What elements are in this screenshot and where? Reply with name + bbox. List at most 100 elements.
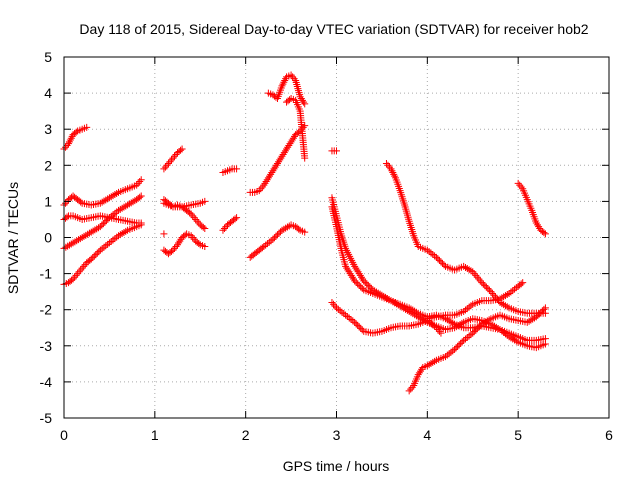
data-point: [434, 326, 442, 334]
data-point: [473, 325, 481, 333]
data-point: [490, 291, 498, 299]
data-point: [171, 152, 179, 160]
data-point: [300, 98, 308, 106]
data-point: [500, 293, 508, 301]
data-point: [81, 261, 89, 269]
data-point: [96, 223, 104, 231]
data-point: [463, 265, 471, 273]
data-point: [283, 223, 291, 231]
data-point: [469, 268, 477, 276]
data-point: [195, 219, 203, 227]
data-point: [385, 163, 393, 171]
data-point: [412, 308, 420, 316]
data-point: [411, 307, 419, 315]
data-point: [429, 250, 437, 258]
data-point: [267, 170, 275, 178]
data-point: [71, 273, 79, 281]
data-point: [102, 196, 110, 204]
data-point: [498, 294, 506, 302]
data-point: [104, 240, 112, 248]
data-point: [286, 140, 294, 148]
data-point: [432, 253, 440, 261]
data-point: [231, 215, 239, 223]
data-point: [445, 350, 453, 358]
data-point: [96, 199, 104, 207]
data-series: [405, 304, 549, 395]
data-point: [137, 192, 145, 200]
data-series: [328, 147, 340, 155]
data-series: [246, 221, 309, 261]
data-point: [93, 249, 101, 257]
data-point: [273, 159, 281, 167]
data-point: [84, 230, 92, 238]
data-point: [99, 220, 107, 228]
data-point: [263, 176, 271, 184]
y-tick-label: -4: [40, 374, 53, 390]
data-point: [272, 161, 280, 169]
data-point: [172, 150, 180, 158]
data-point: [105, 239, 113, 247]
data-point: [72, 128, 80, 136]
data-point: [409, 306, 417, 314]
data-point: [355, 323, 363, 331]
data-point: [467, 331, 475, 339]
data-point: [503, 303, 511, 311]
data-point: [449, 319, 457, 327]
y-tick-label: -5: [40, 410, 53, 426]
data-point: [475, 323, 483, 331]
data-point: [269, 235, 277, 243]
data-point: [431, 322, 439, 330]
data-point: [122, 202, 130, 210]
data-point: [407, 305, 415, 313]
data-point: [120, 228, 128, 236]
data-point: [352, 278, 360, 286]
data-point: [425, 248, 433, 256]
data-point: [280, 78, 288, 86]
data-point: [91, 226, 99, 234]
data-point: [261, 179, 269, 187]
data-point: [85, 229, 93, 237]
data-point: [541, 230, 549, 238]
data-point: [487, 288, 495, 296]
data-point: [354, 321, 362, 329]
data-point: [193, 217, 201, 225]
data-point: [483, 317, 491, 325]
data-point: [417, 367, 425, 375]
data-point: [299, 123, 307, 131]
data-point: [265, 238, 273, 246]
data-point: [190, 235, 198, 243]
data-point: [290, 75, 298, 83]
data-series: [328, 203, 549, 344]
data-point: [342, 311, 350, 319]
data-series: [219, 214, 241, 234]
data-point: [109, 236, 117, 244]
data-point: [331, 302, 339, 310]
data-point: [347, 315, 355, 323]
data-point: [136, 178, 144, 186]
data-point: [482, 283, 490, 291]
data-point: [354, 268, 362, 276]
data-point: [104, 215, 112, 223]
data-point: [529, 315, 537, 323]
data-point: [363, 280, 371, 288]
data-point: [78, 264, 86, 272]
data-point: [344, 266, 352, 274]
data-point: [87, 255, 95, 263]
data-series: [60, 212, 145, 227]
data-point: [388, 167, 396, 175]
data-point: [187, 210, 195, 218]
data-point: [328, 298, 336, 306]
data-point: [63, 213, 71, 221]
data-point: [107, 193, 115, 201]
data-point: [473, 273, 481, 281]
data-point: [266, 172, 274, 180]
data-point: [519, 279, 527, 287]
data-point: [270, 165, 278, 173]
data-point: [295, 128, 303, 136]
data-point: [172, 243, 180, 251]
y-tick-label: 4: [44, 85, 52, 101]
data-point: [98, 198, 106, 206]
data-point: [255, 187, 263, 195]
data-point: [219, 226, 227, 234]
